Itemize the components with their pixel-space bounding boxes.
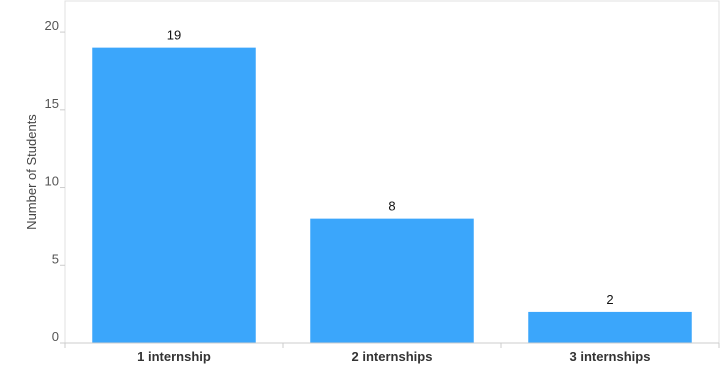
x-category-label: 2 internships	[352, 349, 433, 364]
data-label: 2	[606, 292, 613, 307]
y-axis: 0 5 10 15 20	[45, 18, 65, 344]
bar	[310, 218, 474, 343]
y-tick-label: 15	[45, 96, 59, 111]
bar	[528, 311, 692, 343]
x-axis: 1 internship 2 internships 3 internships	[64, 342, 720, 364]
y-tick-label: 5	[52, 251, 59, 266]
data-label: 8	[388, 199, 395, 214]
y-tick-label: 20	[45, 18, 59, 33]
x-category-label: 3 internships	[570, 349, 651, 364]
y-tick-label: 10	[45, 174, 59, 189]
bar	[92, 47, 256, 344]
y-tick-label: 0	[52, 329, 59, 344]
data-label: 19	[167, 28, 181, 43]
x-category-label: 1 internship	[137, 349, 211, 364]
y-axis-title: Number of Students	[24, 114, 39, 230]
